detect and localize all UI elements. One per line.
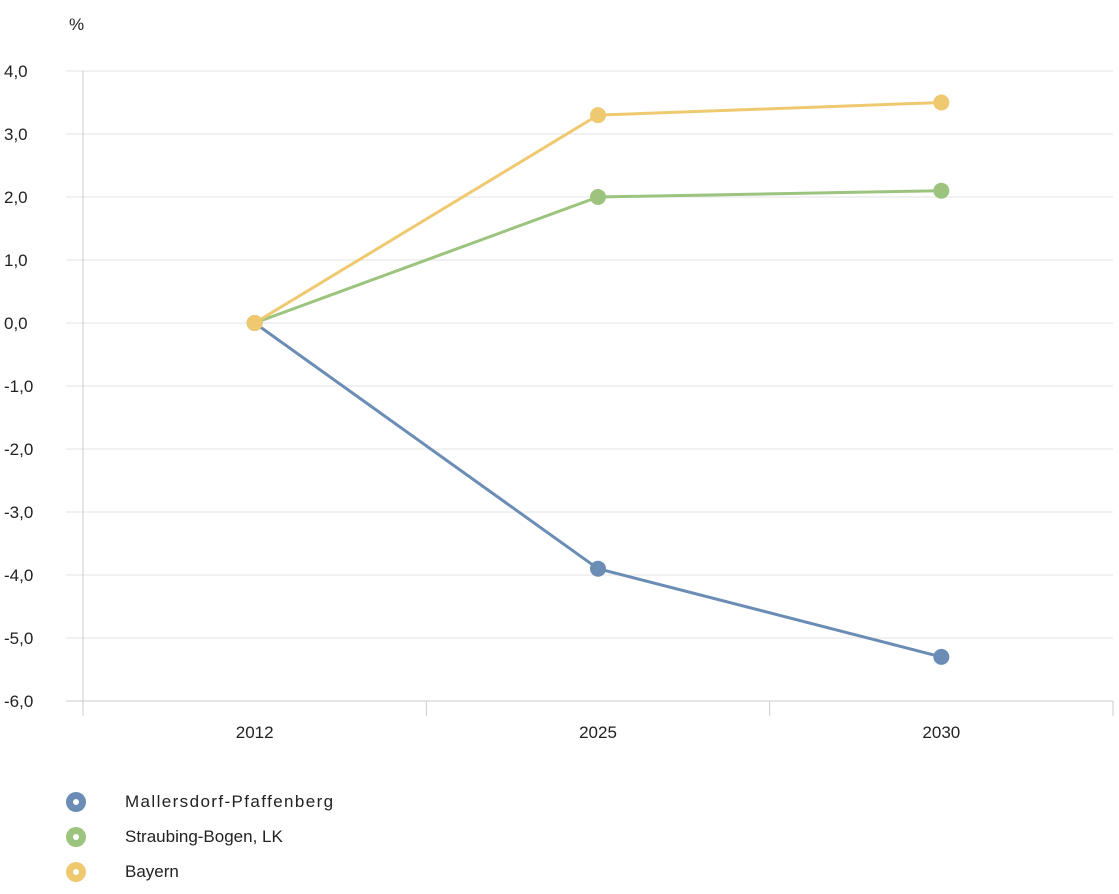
legend: Mallersdorf-Pfaffenberg Straubing-Bogen,… (66, 784, 335, 889)
axes (66, 71, 1114, 716)
x-tick-label: 2030 (922, 723, 960, 742)
y-tick-label: 1,0 (4, 251, 28, 270)
y-tick-label: -1,0 (4, 377, 33, 396)
y-tick-label: 0,0 (4, 314, 28, 333)
x-axis-ticks: 2012 2025 2030 (236, 723, 960, 742)
y-tick-label: 3,0 (4, 125, 28, 144)
y-tick-label: -2,0 (4, 440, 33, 459)
legend-marker-icon (66, 861, 86, 882)
gridlines (66, 70, 1113, 702)
y-axis-ticks: 4,0 3,0 2,0 1,0 0,0 -1,0 -2,0 -3,0 -4,0 -5,0 -6,0 (4, 62, 33, 711)
series-line-0 (253, 321, 942, 659)
data-point-2-2[interactable] (933, 94, 950, 111)
data-point-2-1[interactable] (590, 107, 606, 124)
data-point-0-2[interactable] (933, 648, 950, 665)
legend-label: Bayern (125, 861, 179, 881)
series-line-1 (254, 189, 942, 325)
legend-label: Mallersdorf-Pfaffenberg (125, 791, 335, 811)
y-axis-unit-label: % (69, 15, 84, 34)
line-chart: % 4,0 3,0 2,0 1,0 0,0 -1,0 -2,0 -3,0 -4,0 -5,0 -6,… (4, 15, 1114, 742)
y-tick-label: -4,0 (4, 566, 33, 585)
y-tick-label: -5,0 (4, 629, 33, 648)
y-tick-label: -6,0 (4, 692, 33, 711)
x-tick-label: 2025 (579, 723, 617, 742)
y-tick-label: 2,0 (4, 188, 28, 207)
data-point-0-1[interactable] (590, 560, 606, 577)
x-tick-label: 2012 (236, 723, 274, 742)
y-tick-label: 4,0 (4, 62, 28, 81)
legend-marker-icon (66, 826, 86, 847)
legend-item-straubing[interactable]: Straubing-Bogen, LK (66, 819, 335, 854)
legend-item-bayern[interactable]: Bayern (66, 854, 335, 889)
y-tick-label: -3,0 (4, 503, 33, 522)
series-group (246, 94, 950, 665)
data-point-1-2[interactable] (933, 182, 950, 199)
data-point-2-0[interactable] (246, 315, 263, 331)
data-point-1-1[interactable] (590, 189, 606, 205)
series-line-2 (253, 101, 942, 325)
legend-item-mallersdorf[interactable]: Mallersdorf-Pfaffenberg (66, 784, 335, 819)
legend-marker-icon (66, 791, 86, 812)
legend-label: Straubing-Bogen, LK (125, 826, 283, 846)
